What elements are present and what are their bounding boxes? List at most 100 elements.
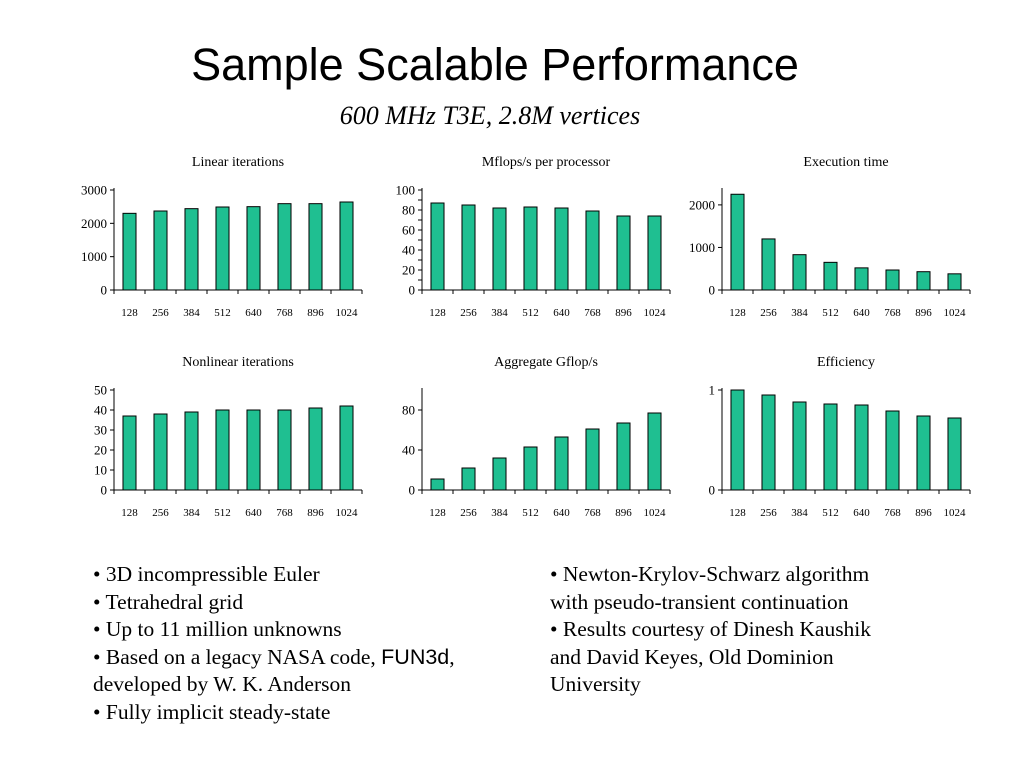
y-tick-label: 0 — [409, 483, 416, 498]
bar — [277, 409, 292, 491]
x-tick-label: 256 — [460, 507, 477, 519]
y-tick-label: 1000 — [81, 249, 107, 264]
y-tick-label: 20 — [402, 263, 415, 278]
bullet-unknowns: • Up to 11 million unknowns — [93, 617, 342, 641]
chart-svg: Execution time 0 1000 2000 128 256 384 512 640 76… — [689, 155, 971, 319]
bar — [246, 409, 261, 491]
bar — [461, 467, 476, 491]
x-tick-label: 512 — [822, 507, 839, 519]
bar — [523, 206, 538, 291]
chart-svg: Aggregate Gflop/s 0 40 80 128 256 384 512 640 768… — [402, 355, 671, 519]
x-tick-label: 128 — [429, 307, 446, 319]
bar — [308, 407, 323, 491]
chart-efficiency: Efficiency 0 1 128 256 384 512 640 768 896 1024 — [670, 350, 990, 525]
x-tick-label: 128 — [729, 307, 746, 319]
x-tick-label: 1024 — [336, 507, 359, 519]
x-tick-label: 1024 — [944, 307, 967, 319]
bar — [585, 428, 600, 491]
x-tick-label: 128 — [121, 507, 138, 519]
bullet-implicit: • Fully implicit steady-state — [93, 699, 331, 724]
y-tick-label: 1000 — [689, 240, 715, 255]
x-tick-label: 640 — [853, 307, 870, 319]
y-tick-label: 0 — [101, 483, 108, 498]
bar — [823, 261, 838, 291]
chart-title: Mflops/s per processor — [482, 155, 611, 170]
y-tick-label: 40 — [94, 403, 107, 418]
bar — [339, 405, 354, 491]
x-tick-label: 768 — [276, 507, 293, 519]
bar — [492, 207, 507, 291]
bullet-legacy-code: • Based on a legacy NASA code, FUN3d, — [93, 644, 455, 672]
bar — [554, 207, 569, 291]
x-tick-label: 256 — [460, 307, 477, 319]
bar — [554, 436, 569, 491]
slide-title: Sample Scalable Performance — [191, 39, 799, 90]
y-tick-label: 10 — [94, 463, 107, 478]
bullet-grid: • Tetrahedral grid — [93, 589, 244, 614]
bullet-code-name: FUN3d — [381, 644, 450, 669]
x-tick-label: 384 — [791, 307, 808, 319]
x-tick-label: 512 — [214, 307, 231, 319]
y-tick-label: 0 — [101, 283, 108, 298]
bar — [947, 417, 962, 491]
x-tick-label: 896 — [615, 307, 632, 319]
bar — [854, 267, 869, 291]
bar — [523, 446, 538, 491]
bar — [492, 457, 507, 491]
x-tick-label: 256 — [152, 307, 169, 319]
bar — [647, 215, 662, 291]
bullet-nks: • Newton-Krylov-Schwarz algorithm — [550, 562, 870, 586]
y-tick-label: 2000 — [81, 216, 107, 231]
chart-svg: Nonlinear iterations 0 10 20 30 40 50 128 256 384… — [94, 355, 363, 519]
bar — [215, 206, 230, 291]
x-tick-label: 896 — [615, 507, 632, 519]
chart-title: Aggregate Gflop/s — [494, 355, 598, 370]
x-tick-label: 640 — [245, 307, 262, 319]
bar — [122, 415, 137, 491]
bar — [430, 478, 445, 491]
bullet-courtesy: • Results courtesy of Dinesh Kaushik — [550, 617, 872, 641]
y-tick-label: 80 — [402, 403, 415, 418]
x-tick-label: 896 — [915, 307, 932, 319]
x-tick-label: 384 — [491, 507, 508, 519]
bar — [792, 401, 807, 491]
bar — [730, 389, 745, 491]
x-tick-label: 256 — [760, 307, 777, 319]
x-tick-label: 512 — [822, 307, 839, 319]
x-tick-label: 1024 — [944, 507, 967, 519]
chart-svg: Efficiency 0 1 128 256 384 512 640 768 896 1024 — [709, 355, 971, 519]
chart-linear-iterations: Linear iterations 0 1000 2000 3000 128 256 384 5… — [62, 150, 382, 325]
y-tick-label: 3000 — [81, 183, 107, 198]
y-tick-label: 80 — [402, 203, 415, 218]
bullet-list-left: • 3D incompressible Euler • Tetrahedral … — [93, 561, 455, 726]
bar — [277, 203, 292, 291]
y-tick-label: 2000 — [689, 197, 715, 212]
chart-title: Nonlinear iterations — [182, 355, 294, 370]
bar — [184, 411, 199, 491]
y-tick-label: 1 — [709, 383, 716, 398]
bar — [585, 210, 600, 291]
bar — [616, 215, 631, 291]
bar — [761, 394, 776, 491]
bar — [308, 203, 323, 291]
chart-aggregate-gflops: Aggregate Gflop/s 0 40 80 128 256 384 512 640 768… — [370, 350, 690, 525]
x-tick-label: 128 — [121, 307, 138, 319]
bullet-legacy-code-prefix: • Based on a legacy NASA code, — [93, 644, 382, 669]
y-tick-label: 60 — [402, 223, 415, 238]
x-tick-label: 1024 — [644, 507, 667, 519]
x-tick-label: 128 — [729, 507, 746, 519]
chart-nonlinear-iterations: Nonlinear iterations 0 10 20 30 40 50 128 256 384… — [62, 350, 382, 525]
chart-title: Linear iterations — [192, 155, 284, 170]
y-tick-label: 0 — [409, 283, 416, 298]
bar — [730, 193, 745, 291]
x-tick-label: 384 — [791, 507, 808, 519]
bar — [854, 404, 869, 491]
y-tick-label: 0 — [709, 483, 716, 498]
y-tick-label: 0 — [709, 283, 716, 298]
bar — [792, 254, 807, 291]
bar — [461, 204, 476, 291]
x-tick-label: 768 — [884, 307, 901, 319]
bullet-euler: • 3D incompressible Euler — [93, 562, 320, 586]
x-tick-label: 640 — [245, 507, 262, 519]
slide-subtitle: 600 MHz T3E, 2.8M vertices — [339, 101, 641, 130]
